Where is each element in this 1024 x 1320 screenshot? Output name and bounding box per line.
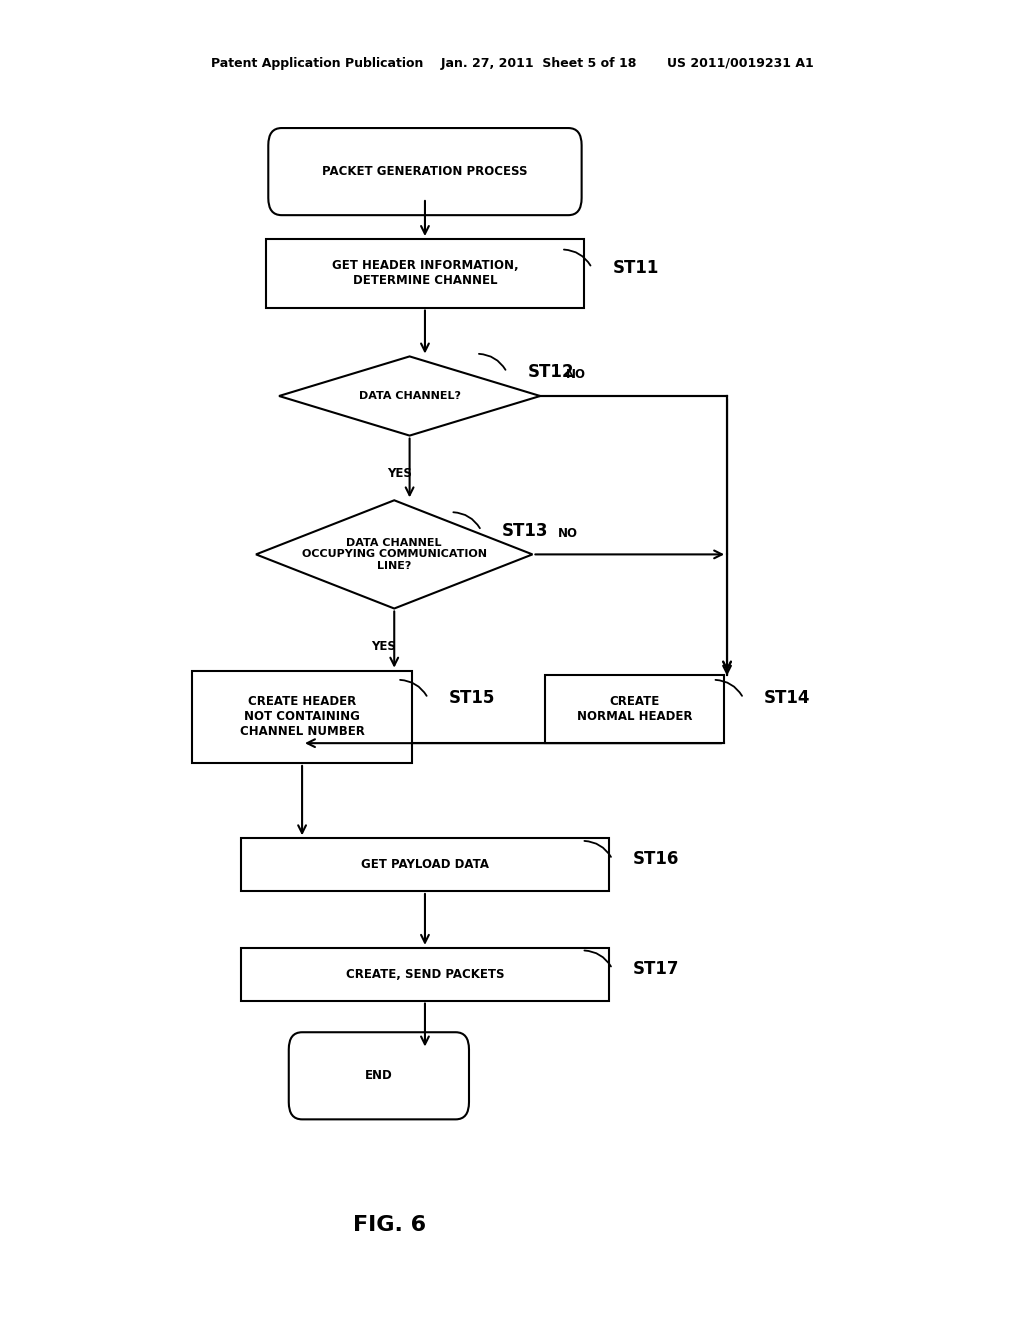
Text: END: END [365, 1069, 393, 1082]
Polygon shape [279, 356, 541, 436]
FancyBboxPatch shape [289, 1032, 469, 1119]
Text: ST17: ST17 [633, 960, 679, 978]
Text: FIG. 6: FIG. 6 [352, 1214, 426, 1236]
Text: ST12: ST12 [527, 363, 573, 381]
Text: GET PAYLOAD DATA: GET PAYLOAD DATA [360, 858, 489, 871]
Text: CREATE
NORMAL HEADER: CREATE NORMAL HEADER [578, 694, 692, 723]
Text: CREATE, SEND PACKETS: CREATE, SEND PACKETS [346, 968, 504, 981]
Text: YES: YES [387, 467, 412, 480]
Text: YES: YES [372, 640, 396, 653]
Text: DATA CHANNEL?: DATA CHANNEL? [358, 391, 461, 401]
Text: ST14: ST14 [764, 689, 810, 708]
Text: PACKET GENERATION PROCESS: PACKET GENERATION PROCESS [323, 165, 527, 178]
Bar [545, 675, 725, 743]
Text: GET HEADER INFORMATION,
DETERMINE CHANNEL: GET HEADER INFORMATION, DETERMINE CHANNE… [332, 259, 518, 288]
Text: NO: NO [558, 527, 579, 540]
Text: Patent Application Publication    Jan. 27, 2011  Sheet 5 of 18       US 2011/001: Patent Application Publication Jan. 27, … [211, 57, 813, 70]
Text: NO: NO [566, 368, 586, 381]
Text: ST16: ST16 [633, 850, 679, 869]
Bar [241, 838, 609, 891]
Bar [193, 671, 412, 763]
Polygon shape [256, 500, 532, 609]
FancyBboxPatch shape [268, 128, 582, 215]
Text: ST13: ST13 [502, 521, 548, 540]
Text: CREATE HEADER
NOT CONTAINING
CHANNEL NUMBER: CREATE HEADER NOT CONTAINING CHANNEL NUM… [240, 696, 365, 738]
Bar [241, 948, 609, 1001]
Text: DATA CHANNEL
OCCUPYING COMMUNICATION
LINE?: DATA CHANNEL OCCUPYING COMMUNICATION LIN… [302, 537, 486, 572]
Text: ST15: ST15 [449, 689, 495, 708]
Bar [266, 239, 584, 308]
Text: ST11: ST11 [612, 259, 658, 277]
